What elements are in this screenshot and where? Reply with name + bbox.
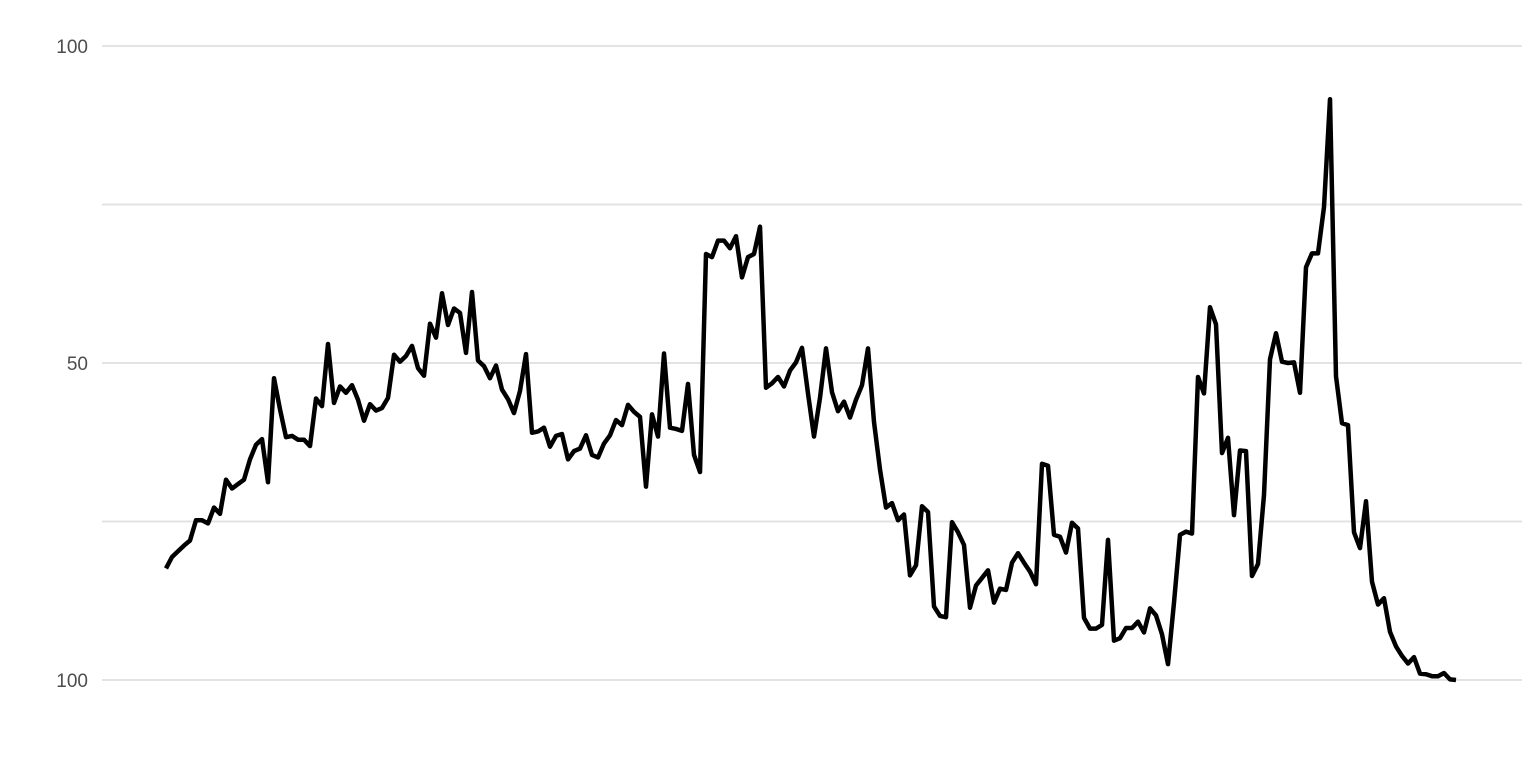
y-tick-label-0: 100 bbox=[56, 37, 88, 58]
series-line bbox=[164, 97, 1457, 683]
y-tick-label-4: 100 bbox=[56, 671, 88, 692]
y-tick-label-2: 50 bbox=[67, 354, 88, 375]
gridlines bbox=[102, 45, 1522, 681]
series-layer bbox=[164, 97, 1457, 683]
y-axis-tick-labels: 100 50 100 bbox=[56, 37, 88, 692]
